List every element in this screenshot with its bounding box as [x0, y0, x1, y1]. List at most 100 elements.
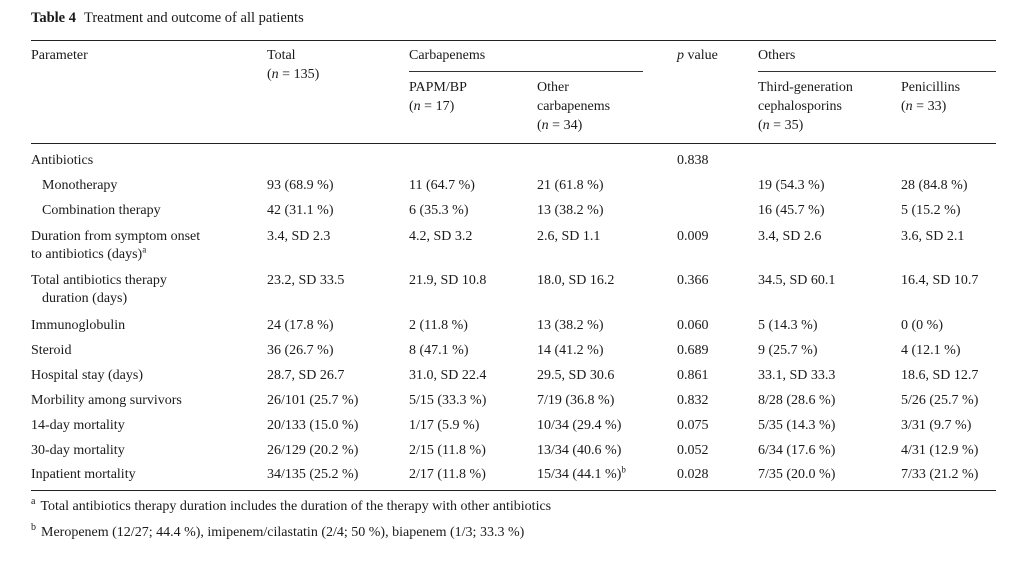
row-monotherapy-total: 93 (68.9 %) [267, 178, 334, 193]
footnote-mark-b: b [621, 464, 626, 475]
row-14day-other: 10/34 (29.4 %) [537, 418, 622, 433]
row-morbility-papm: 5/15 (33.3 %) [409, 393, 487, 408]
row-inpatient-other-text: 15/34 (44.1 %) [537, 467, 622, 482]
row-duration-onset-param-2: to antibiotics (days)a [31, 244, 147, 263]
row-hospital-stay-p: 0.861 [677, 368, 709, 383]
header-papm-bp: PAPM/BP [409, 80, 467, 95]
row-immunoglobulin-p: 0.060 [677, 318, 709, 333]
row-immunoglobulin-third: 5 (14.3 %) [758, 318, 818, 333]
row-14day-pen: 3/31 (9.7 %) [901, 418, 972, 433]
row-duration-onset-other: 2.6, SD 1.1 [537, 229, 601, 244]
footnote-mark-a: a [142, 244, 147, 255]
row-30day-pen: 4/31 (12.9 %) [901, 443, 979, 458]
row-14day-papm: 1/17 (5.9 %) [409, 418, 480, 433]
row-inpatient-total: 34/135 (25.2 %) [267, 467, 359, 482]
row-14day-param: 14-day mortality [31, 418, 125, 433]
table-caption: Table 4 Treatment and outcome of all pati… [31, 10, 304, 27]
row-30day-papm: 2/15 (11.8 %) [409, 443, 486, 458]
table-label: Table 4 [31, 10, 76, 26]
row-duration-onset-papm: 4.2, SD 3.2 [409, 229, 473, 244]
header-other-carb-1: Other [537, 80, 569, 95]
row-steroid-third: 9 (25.7 %) [758, 343, 818, 358]
row-morbility-total: 26/101 (25.7 %) [267, 393, 359, 408]
row-total-therapy-param: Total antibiotics therapy [31, 273, 167, 288]
others-subrule [758, 71, 996, 72]
top-rule [31, 40, 996, 42]
row-hospital-stay-third: 33.1, SD 33.3 [758, 368, 836, 383]
row-immunoglobulin-papm: 2 (11.8 %) [409, 318, 468, 333]
bottom-rule [31, 490, 996, 492]
row-duration-onset-param: Duration from symptom onset [31, 229, 201, 244]
row-inpatient-papm: 2/17 (11.8 %) [409, 467, 486, 482]
row-duration-onset-pen: 3.6, SD 2.1 [901, 229, 965, 244]
footnote-b: b Meropenem (12/27; 44.4 %), imipenem/cil… [31, 522, 525, 541]
row-duration-onset-param-2-text: to antibiotics (days) [31, 247, 143, 262]
row-combination-total: 42 (31.1 %) [267, 203, 334, 218]
row-combination-pen: 5 (15.2 %) [901, 203, 961, 218]
row-30day-p: 0.052 [677, 443, 709, 458]
header-third-gen-n: (n = 35) [758, 118, 804, 133]
row-steroid-papm: 8 (47.1 %) [409, 343, 469, 358]
row-morbility-other: 7/19 (36.8 %) [537, 393, 615, 408]
row-steroid-total: 36 (26.7 %) [267, 343, 334, 358]
row-combination-other: 13 (38.2 %) [537, 203, 604, 218]
row-morbility-third: 8/28 (28.6 %) [758, 393, 836, 408]
header-penicillins-n: (n = 33) [901, 99, 947, 114]
row-combination-param: Combination therapy [42, 203, 161, 218]
row-total-therapy-papm: 21.9, SD 10.8 [409, 273, 487, 288]
row-morbility-pen: 5/26 (25.7 %) [901, 393, 979, 408]
header-other-carb-n: (n = 34) [537, 118, 583, 133]
row-morbility-p: 0.832 [677, 393, 709, 408]
row-hospital-stay-papm: 31.0, SD 22.4 [409, 368, 487, 383]
header-third-gen-1: Third-generation [758, 80, 853, 95]
row-hospital-stay-other: 29.5, SD 30.6 [537, 368, 615, 383]
footnote-a-text: Total antibiotics therapy duration inclu… [40, 499, 552, 514]
row-immunoglobulin-param: Immunoglobulin [31, 318, 126, 333]
row-monotherapy-param: Monotherapy [42, 178, 118, 193]
header-papm-bp-n: (n = 17) [409, 99, 455, 114]
row-monotherapy-papm: 11 (64.7 %) [409, 178, 475, 193]
row-antibiotics-param: Antibiotics [31, 153, 94, 168]
row-steroid-p: 0.689 [677, 343, 709, 358]
row-duration-onset-total: 3.4, SD 2.3 [267, 229, 331, 244]
row-steroid-param: Steroid [31, 343, 72, 358]
row-14day-total: 20/133 (15.0 %) [267, 418, 359, 433]
header-parameter: Parameter [31, 48, 88, 63]
row-30day-param: 30-day mortality [31, 443, 125, 458]
row-total-therapy-param-2: duration (days) [42, 291, 128, 306]
footnote-a: a Total antibiotics therapy duration incl… [31, 496, 552, 515]
row-total-therapy-total: 23.2, SD 33.5 [267, 273, 345, 288]
carbapenems-subrule [409, 71, 643, 72]
row-hospital-stay-total: 28.7, SD 26.7 [267, 368, 345, 383]
header-other-carb-2: carbapenems [537, 99, 611, 114]
row-total-therapy-other: 18.0, SD 16.2 [537, 273, 615, 288]
table-title: Treatment and outcome of all patients [84, 10, 304, 26]
row-inpatient-pen: 7/33 (21.2 %) [901, 467, 979, 482]
row-inpatient-third: 7/35 (20.0 %) [758, 467, 836, 482]
row-immunoglobulin-total: 24 (17.8 %) [267, 318, 334, 333]
row-steroid-other: 14 (41.2 %) [537, 343, 604, 358]
header-third-gen-2: cephalosporins [758, 99, 842, 114]
row-immunoglobulin-other: 13 (38.2 %) [537, 318, 604, 333]
row-immunoglobulin-pen: 0 (0 %) [901, 318, 943, 333]
row-inpatient-p: 0.028 [677, 467, 709, 482]
row-total-therapy-p: 0.366 [677, 273, 709, 288]
row-monotherapy-pen: 28 (84.8 %) [901, 178, 968, 193]
footnote-a-mark: a [31, 496, 36, 508]
row-combination-third: 16 (45.7 %) [758, 203, 825, 218]
header-others: Others [758, 48, 796, 63]
row-30day-other: 13/34 (40.6 %) [537, 443, 622, 458]
row-duration-onset-third: 3.4, SD 2.6 [758, 229, 822, 244]
footnote-b-text: Meropenem (12/27; 44.4 %), imipenem/cila… [41, 525, 525, 540]
header-penicillins: Penicillins [901, 80, 961, 95]
row-total-therapy-pen: 16.4, SD 10.7 [901, 273, 979, 288]
row-duration-onset-p: 0.009 [677, 229, 709, 244]
row-hospital-stay-param: Hospital stay (days) [31, 368, 143, 383]
header-total: Total [267, 48, 296, 63]
footnote-b-mark: b [31, 522, 36, 534]
row-monotherapy-third: 19 (54.3 %) [758, 178, 825, 193]
row-monotherapy-other: 21 (61.8 %) [537, 178, 604, 193]
row-antibiotics-p: 0.838 [677, 153, 709, 168]
row-total-therapy-third: 34.5, SD 60.1 [758, 273, 836, 288]
